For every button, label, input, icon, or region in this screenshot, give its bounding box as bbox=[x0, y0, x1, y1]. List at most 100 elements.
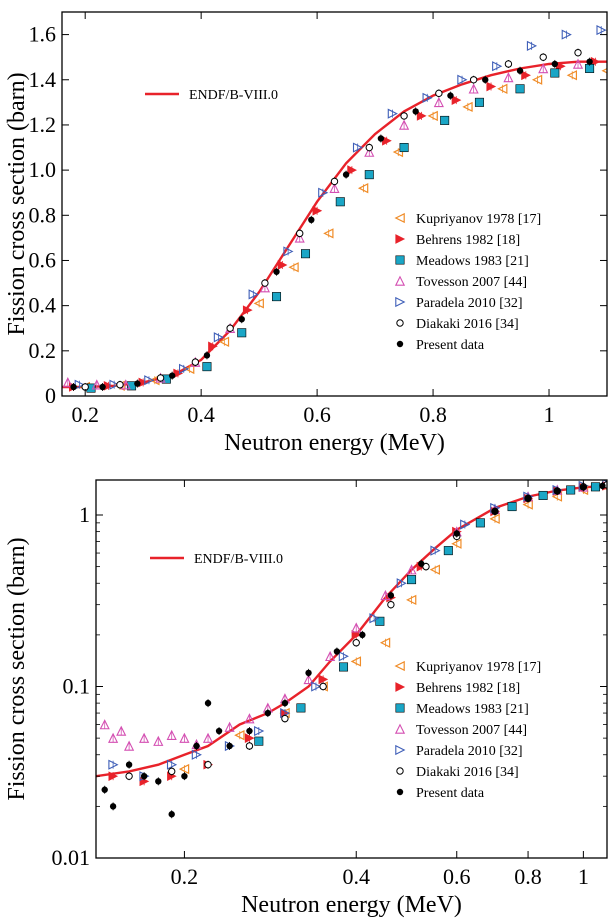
data-point bbox=[204, 760, 212, 769]
data-point bbox=[273, 268, 280, 275]
legend-label-evaluated: ENDF/B-VIII.0 bbox=[194, 552, 283, 567]
data-point bbox=[254, 725, 265, 737]
legend-label: Meadows 1983 [21] bbox=[416, 254, 529, 269]
legend-label: Tovesson 2007 [44] bbox=[416, 275, 527, 290]
legend-marker bbox=[395, 703, 405, 713]
data-point bbox=[156, 374, 165, 382]
data-point bbox=[468, 83, 479, 94]
data-point bbox=[125, 761, 133, 768]
data-point bbox=[226, 742, 233, 750]
data-point bbox=[551, 60, 559, 68]
data-point bbox=[301, 249, 311, 259]
data-point bbox=[351, 630, 362, 640]
data-point bbox=[406, 594, 417, 606]
x-tick-label: 0.2 bbox=[71, 402, 99, 427]
x-tick-label: 0.6 bbox=[303, 402, 331, 427]
y-axis-title: Fission cross section (barn) bbox=[4, 72, 30, 335]
data-point bbox=[474, 97, 484, 107]
data-point bbox=[208, 341, 218, 352]
legend-label: Paradela 2010 [32] bbox=[416, 744, 523, 759]
legend-label: Present data bbox=[416, 338, 485, 353]
x-axis-title: Neutron energy (MeV) bbox=[241, 892, 462, 918]
legend-marker bbox=[395, 682, 406, 692]
data-point bbox=[407, 575, 417, 585]
data-point bbox=[406, 564, 417, 575]
series-circle-open bbox=[81, 48, 582, 391]
data-point bbox=[254, 736, 264, 746]
legend-label: Tovesson 2007 [44] bbox=[416, 723, 527, 738]
data-point bbox=[213, 332, 224, 343]
data-point bbox=[323, 228, 334, 239]
data-point bbox=[308, 216, 315, 224]
data-point bbox=[246, 727, 253, 735]
data-point bbox=[350, 656, 362, 667]
data-point bbox=[108, 732, 119, 743]
data-point bbox=[178, 763, 190, 775]
data-point bbox=[139, 732, 150, 743]
data-point bbox=[144, 375, 155, 386]
legend-label: Paradela 2010 [32] bbox=[416, 296, 523, 311]
data-point bbox=[242, 305, 253, 316]
data-point bbox=[352, 142, 364, 153]
data-point bbox=[392, 146, 404, 158]
data-point bbox=[429, 564, 440, 575]
x-tick-label: 0.4 bbox=[342, 864, 370, 889]
data-point bbox=[109, 379, 120, 390]
legend-label: Behrens 1982 [18] bbox=[416, 233, 520, 248]
data-point bbox=[427, 110, 438, 122]
data-point bbox=[387, 600, 395, 609]
y-tick-label: 0.1 bbox=[63, 674, 91, 699]
legend-label: Kupriyanov 1978 [17] bbox=[416, 212, 541, 227]
data-point bbox=[347, 165, 357, 175]
legend-label: Present data bbox=[416, 786, 485, 801]
data-point bbox=[396, 578, 407, 589]
data-point bbox=[272, 292, 282, 302]
data-point bbox=[62, 377, 73, 388]
data-point bbox=[193, 742, 200, 750]
data-point bbox=[443, 546, 453, 556]
data-point bbox=[430, 545, 441, 556]
data-point bbox=[503, 72, 514, 83]
data-point bbox=[330, 177, 339, 186]
data-point bbox=[296, 703, 306, 713]
legend-marker bbox=[394, 275, 406, 286]
data-point bbox=[435, 89, 443, 98]
legend-marker bbox=[394, 212, 405, 224]
data-point bbox=[226, 324, 234, 332]
plot-frame bbox=[95, 479, 608, 859]
data-point bbox=[447, 92, 454, 99]
data-point bbox=[202, 732, 214, 743]
data-point bbox=[400, 112, 408, 120]
chart-panel-2: 0.2 0.4 0.6 0.8 1 0.01 0.1 1 Neutron energy (MeV… bbox=[4, 479, 608, 918]
data-point bbox=[526, 40, 538, 51]
y-tick-label: 1.0 bbox=[29, 157, 57, 182]
series-circle-filled bbox=[70, 57, 593, 391]
data-point bbox=[281, 699, 289, 707]
data-point bbox=[116, 725, 127, 736]
data-point bbox=[108, 771, 119, 782]
data-point bbox=[566, 485, 576, 495]
y-tick-label: 0.8 bbox=[29, 202, 57, 227]
data-point bbox=[387, 108, 398, 119]
data-point bbox=[457, 74, 468, 85]
series-triangle-right-open bbox=[74, 24, 607, 390]
data-point bbox=[538, 490, 548, 500]
data-point bbox=[524, 495, 532, 502]
y-tick-label: 1.4 bbox=[29, 67, 57, 92]
legend-label: Behrens 1982 [18] bbox=[416, 681, 520, 696]
data-point bbox=[155, 778, 162, 785]
data-point bbox=[168, 372, 176, 379]
data-point bbox=[486, 81, 497, 92]
data-point bbox=[70, 383, 77, 391]
data-point bbox=[294, 232, 305, 243]
data-point bbox=[365, 143, 373, 152]
data-point bbox=[234, 730, 245, 741]
data-point bbox=[462, 101, 473, 113]
data-point bbox=[245, 742, 254, 750]
data-layer bbox=[62, 24, 607, 393]
x-tick-label: 0.2 bbox=[171, 864, 199, 889]
data-point bbox=[491, 508, 499, 515]
legend-label: Meadows 1983 [21] bbox=[416, 702, 529, 717]
data-point bbox=[539, 53, 547, 61]
data-point bbox=[224, 721, 235, 732]
